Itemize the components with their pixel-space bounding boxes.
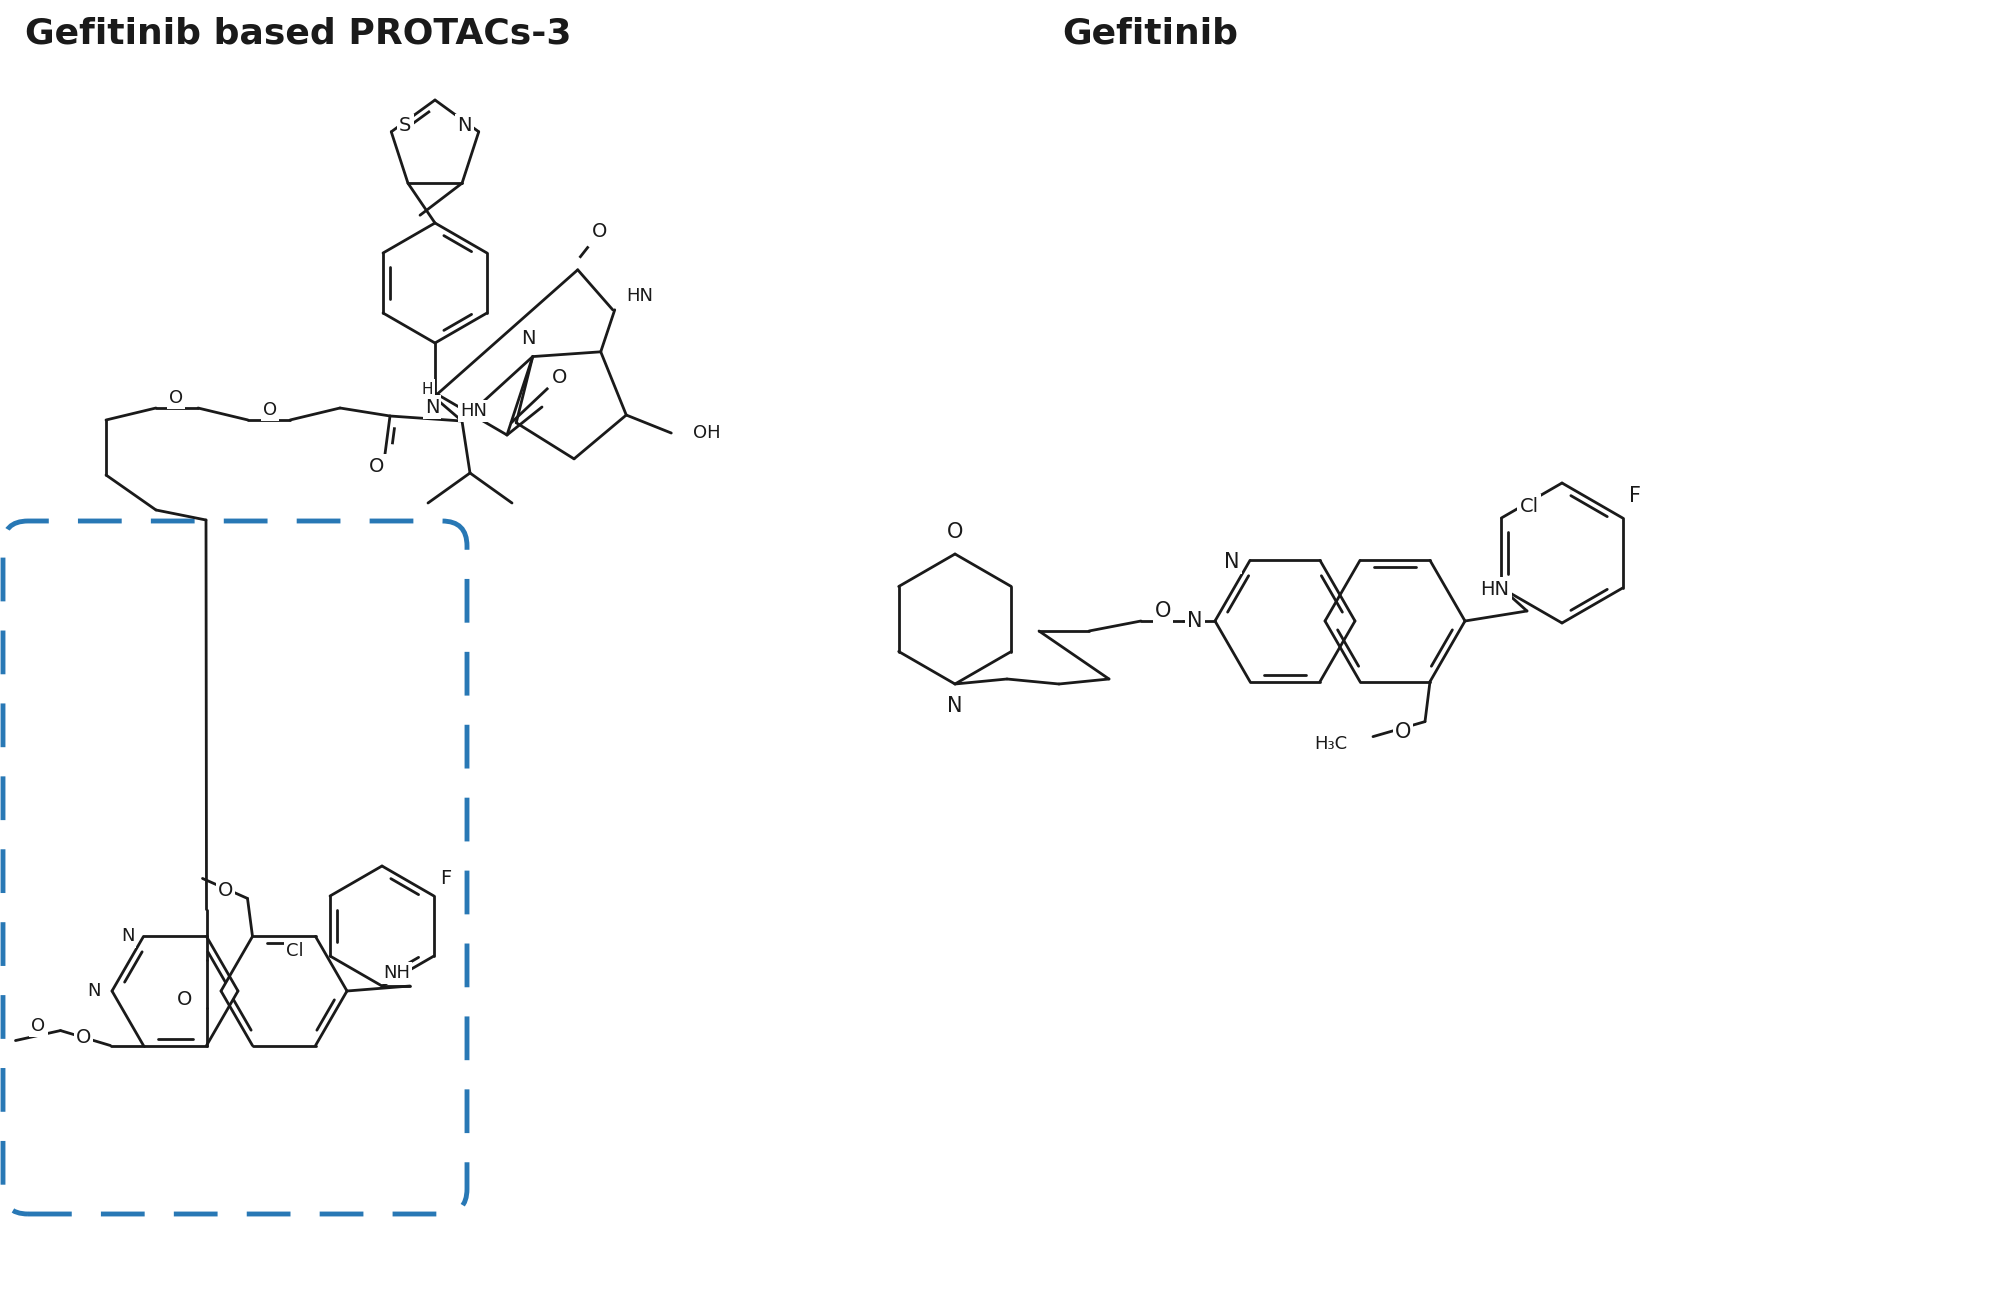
Text: O: O <box>176 990 192 1010</box>
Text: N: N <box>948 696 962 716</box>
Text: F: F <box>440 869 452 887</box>
Text: S: S <box>400 116 412 135</box>
Text: N: N <box>522 329 536 349</box>
Text: N: N <box>88 982 100 1000</box>
Text: O: O <box>946 522 964 543</box>
Text: O: O <box>262 401 278 419</box>
Text: Gefitinib: Gefitinib <box>1062 16 1238 49</box>
Text: O: O <box>370 457 384 475</box>
Text: O: O <box>218 881 234 900</box>
Text: H: H <box>422 381 432 397</box>
Text: O: O <box>1154 601 1172 621</box>
Text: N: N <box>120 928 134 946</box>
Text: HN: HN <box>1480 579 1510 598</box>
Text: O: O <box>76 1028 92 1047</box>
Text: O: O <box>552 367 568 386</box>
Text: Cl: Cl <box>286 942 304 960</box>
Text: NH: NH <box>384 964 410 982</box>
Text: HN: HN <box>460 402 488 420</box>
Text: F: F <box>1628 487 1640 506</box>
Text: N: N <box>1224 553 1240 572</box>
Text: OH: OH <box>694 424 720 442</box>
Text: O: O <box>32 1016 46 1034</box>
Text: HN: HN <box>626 286 654 304</box>
Text: H₃C: H₃C <box>1314 735 1348 752</box>
Text: N: N <box>1188 611 1202 631</box>
Text: O: O <box>592 222 608 241</box>
Text: Cl: Cl <box>1520 497 1538 515</box>
Text: Gefitinib based PROTACs-3: Gefitinib based PROTACs-3 <box>26 16 572 49</box>
Text: N: N <box>424 398 440 416</box>
Text: O: O <box>168 389 184 407</box>
Text: N: N <box>458 116 472 135</box>
Text: O: O <box>1394 722 1412 742</box>
